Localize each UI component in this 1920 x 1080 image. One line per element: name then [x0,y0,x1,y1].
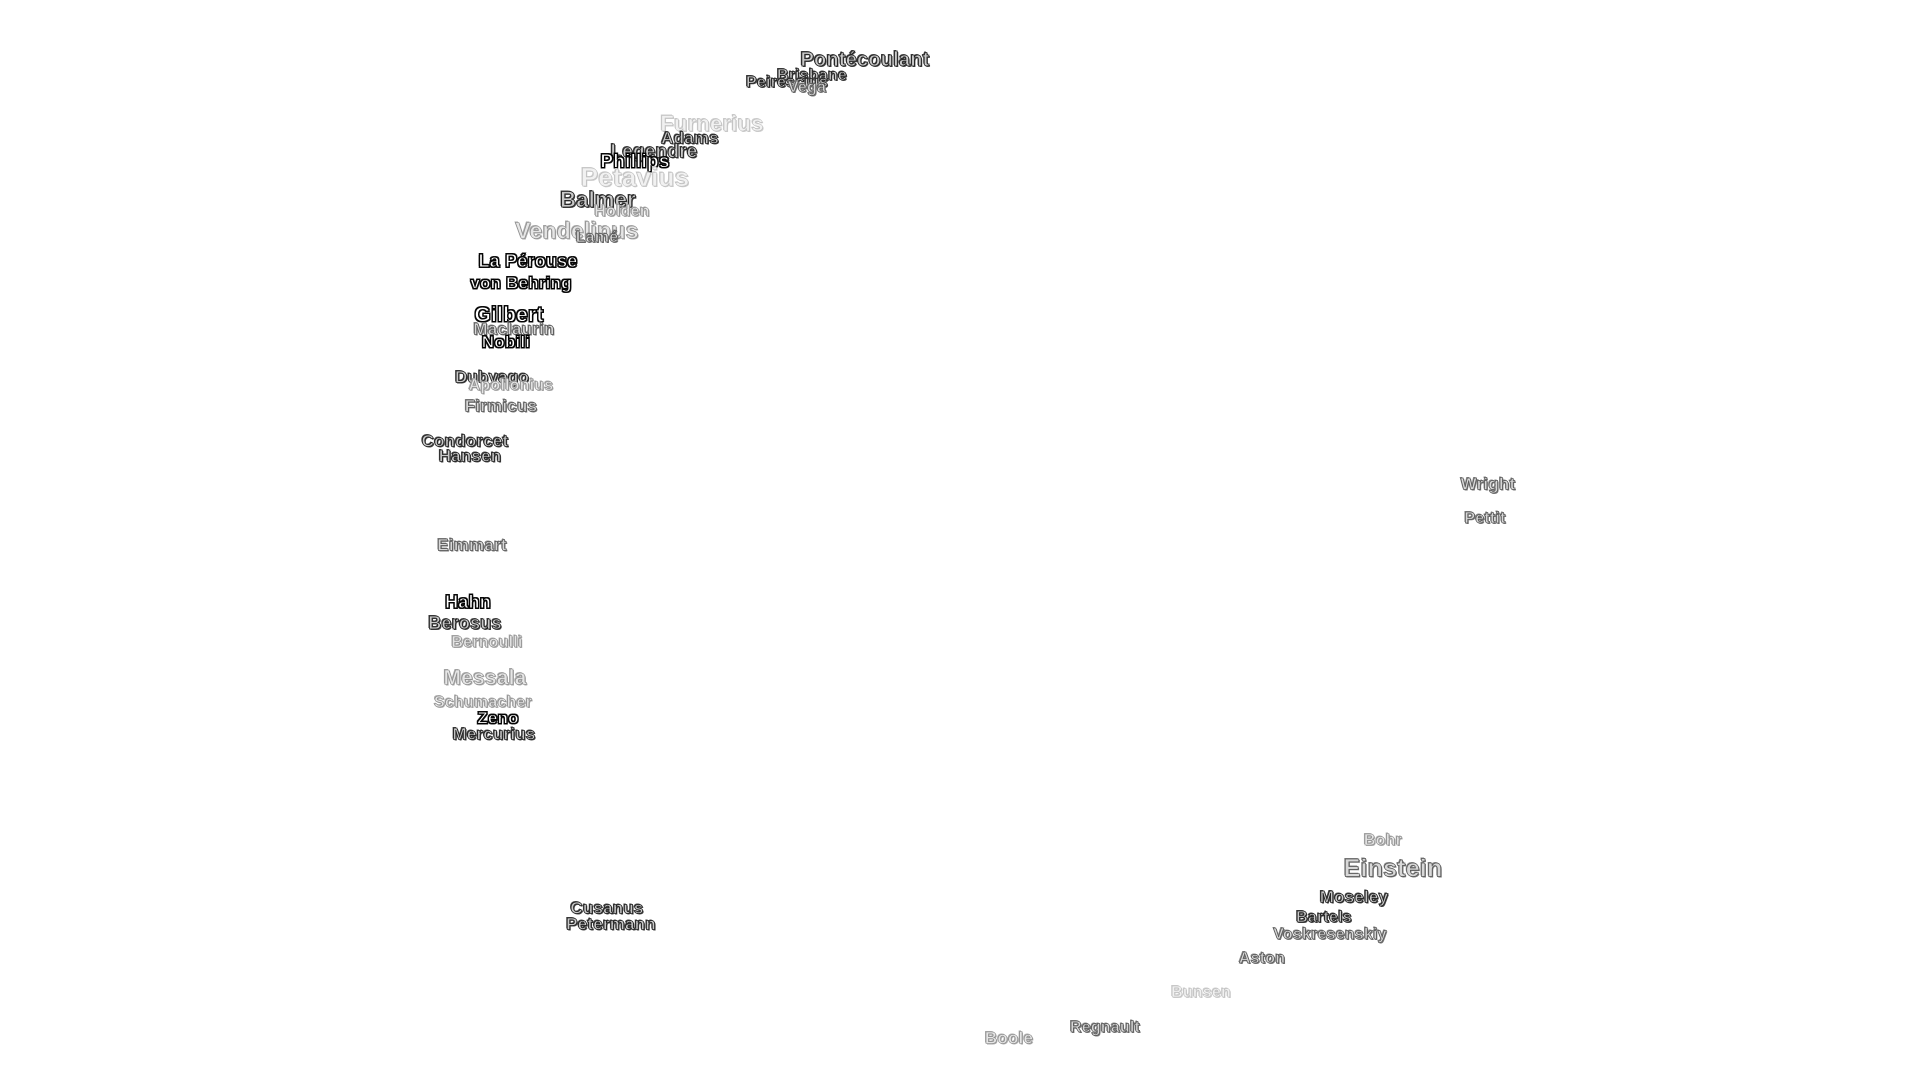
crater-label-pettit[interactable]: Pettit [1464,510,1506,527]
crater-label-voskresenskiy[interactable]: Voskresenskiy [1273,926,1387,943]
crater-label-regnault[interactable]: Regnault [1069,1019,1141,1036]
crater-label-von-behring[interactable]: von Behring [470,273,572,293]
crater-label-vega[interactable]: Vega [787,79,827,96]
crater-label-schumacher[interactable]: Schumacher [433,694,533,711]
crater-label-peirescius[interactable]: Peirescius [745,74,829,91]
crater-label-messala[interactable]: Messala [443,666,527,690]
crater-label-bohr[interactable]: Bohr [1363,832,1403,849]
crater-label-maclaurin[interactable]: Maclaurin [473,319,555,339]
crater-label-hahn[interactable]: Hahn [445,592,492,612]
crater-label-bunsen[interactable]: Bunsen [1171,984,1231,1001]
crater-label-firmicus[interactable]: Firmicus [464,396,538,416]
crater-label-pont-coulant[interactable]: Pontécoulant [800,49,930,71]
crater-label-brisbane[interactable]: Brisbane [776,67,848,84]
crater-label-balmer[interactable]: Balmer [560,187,636,212]
crater-label-moseley[interactable]: Moseley [1319,887,1389,907]
crater-label-mercurius[interactable]: Mercurius [452,724,536,744]
crater-label-nobili[interactable]: Nobili [481,332,531,352]
crater-label-dubyago[interactable]: Dubyago [454,367,530,387]
crater-label-lam-[interactable]: Lamé [575,229,619,246]
crater-label-vendelinus[interactable]: Vendelinus [515,217,639,244]
crater-label-condorcet[interactable]: Condorcet [421,431,509,451]
crater-label-la-p-rouse[interactable]: La Pérouse [478,251,578,271]
crater-label-holden[interactable]: Holden [594,203,650,220]
crater-label-aston[interactable]: Aston [1238,950,1286,967]
crater-label-berosus[interactable]: Berosus [428,613,502,633]
crater-label-phillips[interactable]: Phillips [600,151,670,173]
crater-label-bartels[interactable]: Bartels [1296,909,1352,926]
crater-label-gilbert[interactable]: Gilbert [474,303,544,327]
crater-label-petavius[interactable]: Petavius [580,162,690,192]
crater-label-cusanus[interactable]: Cusanus [570,898,644,918]
crater-label-apollonius[interactable]: Apollonius [468,377,554,394]
crater-label-wright[interactable]: Wright [1460,474,1516,494]
crater-label-furnerius[interactable]: Furnerius [660,111,764,136]
crater-label-eimmart[interactable]: Eimmart [437,535,507,555]
crater-label-adams[interactable]: Adams [661,128,719,148]
crater-label-boole[interactable]: Boole [984,1028,1034,1048]
crater-label-einstein[interactable]: Einstein [1343,854,1443,883]
crater-label-bernoulli[interactable]: Bernoulli [451,634,523,651]
crater-label-legendre[interactable]: Legendre [610,141,698,163]
crater-label-zeno[interactable]: Zeno [477,708,519,728]
crater-label-petermann[interactable]: Petermann [566,914,656,934]
crater-label-hansen[interactable]: Hansen [438,446,502,466]
